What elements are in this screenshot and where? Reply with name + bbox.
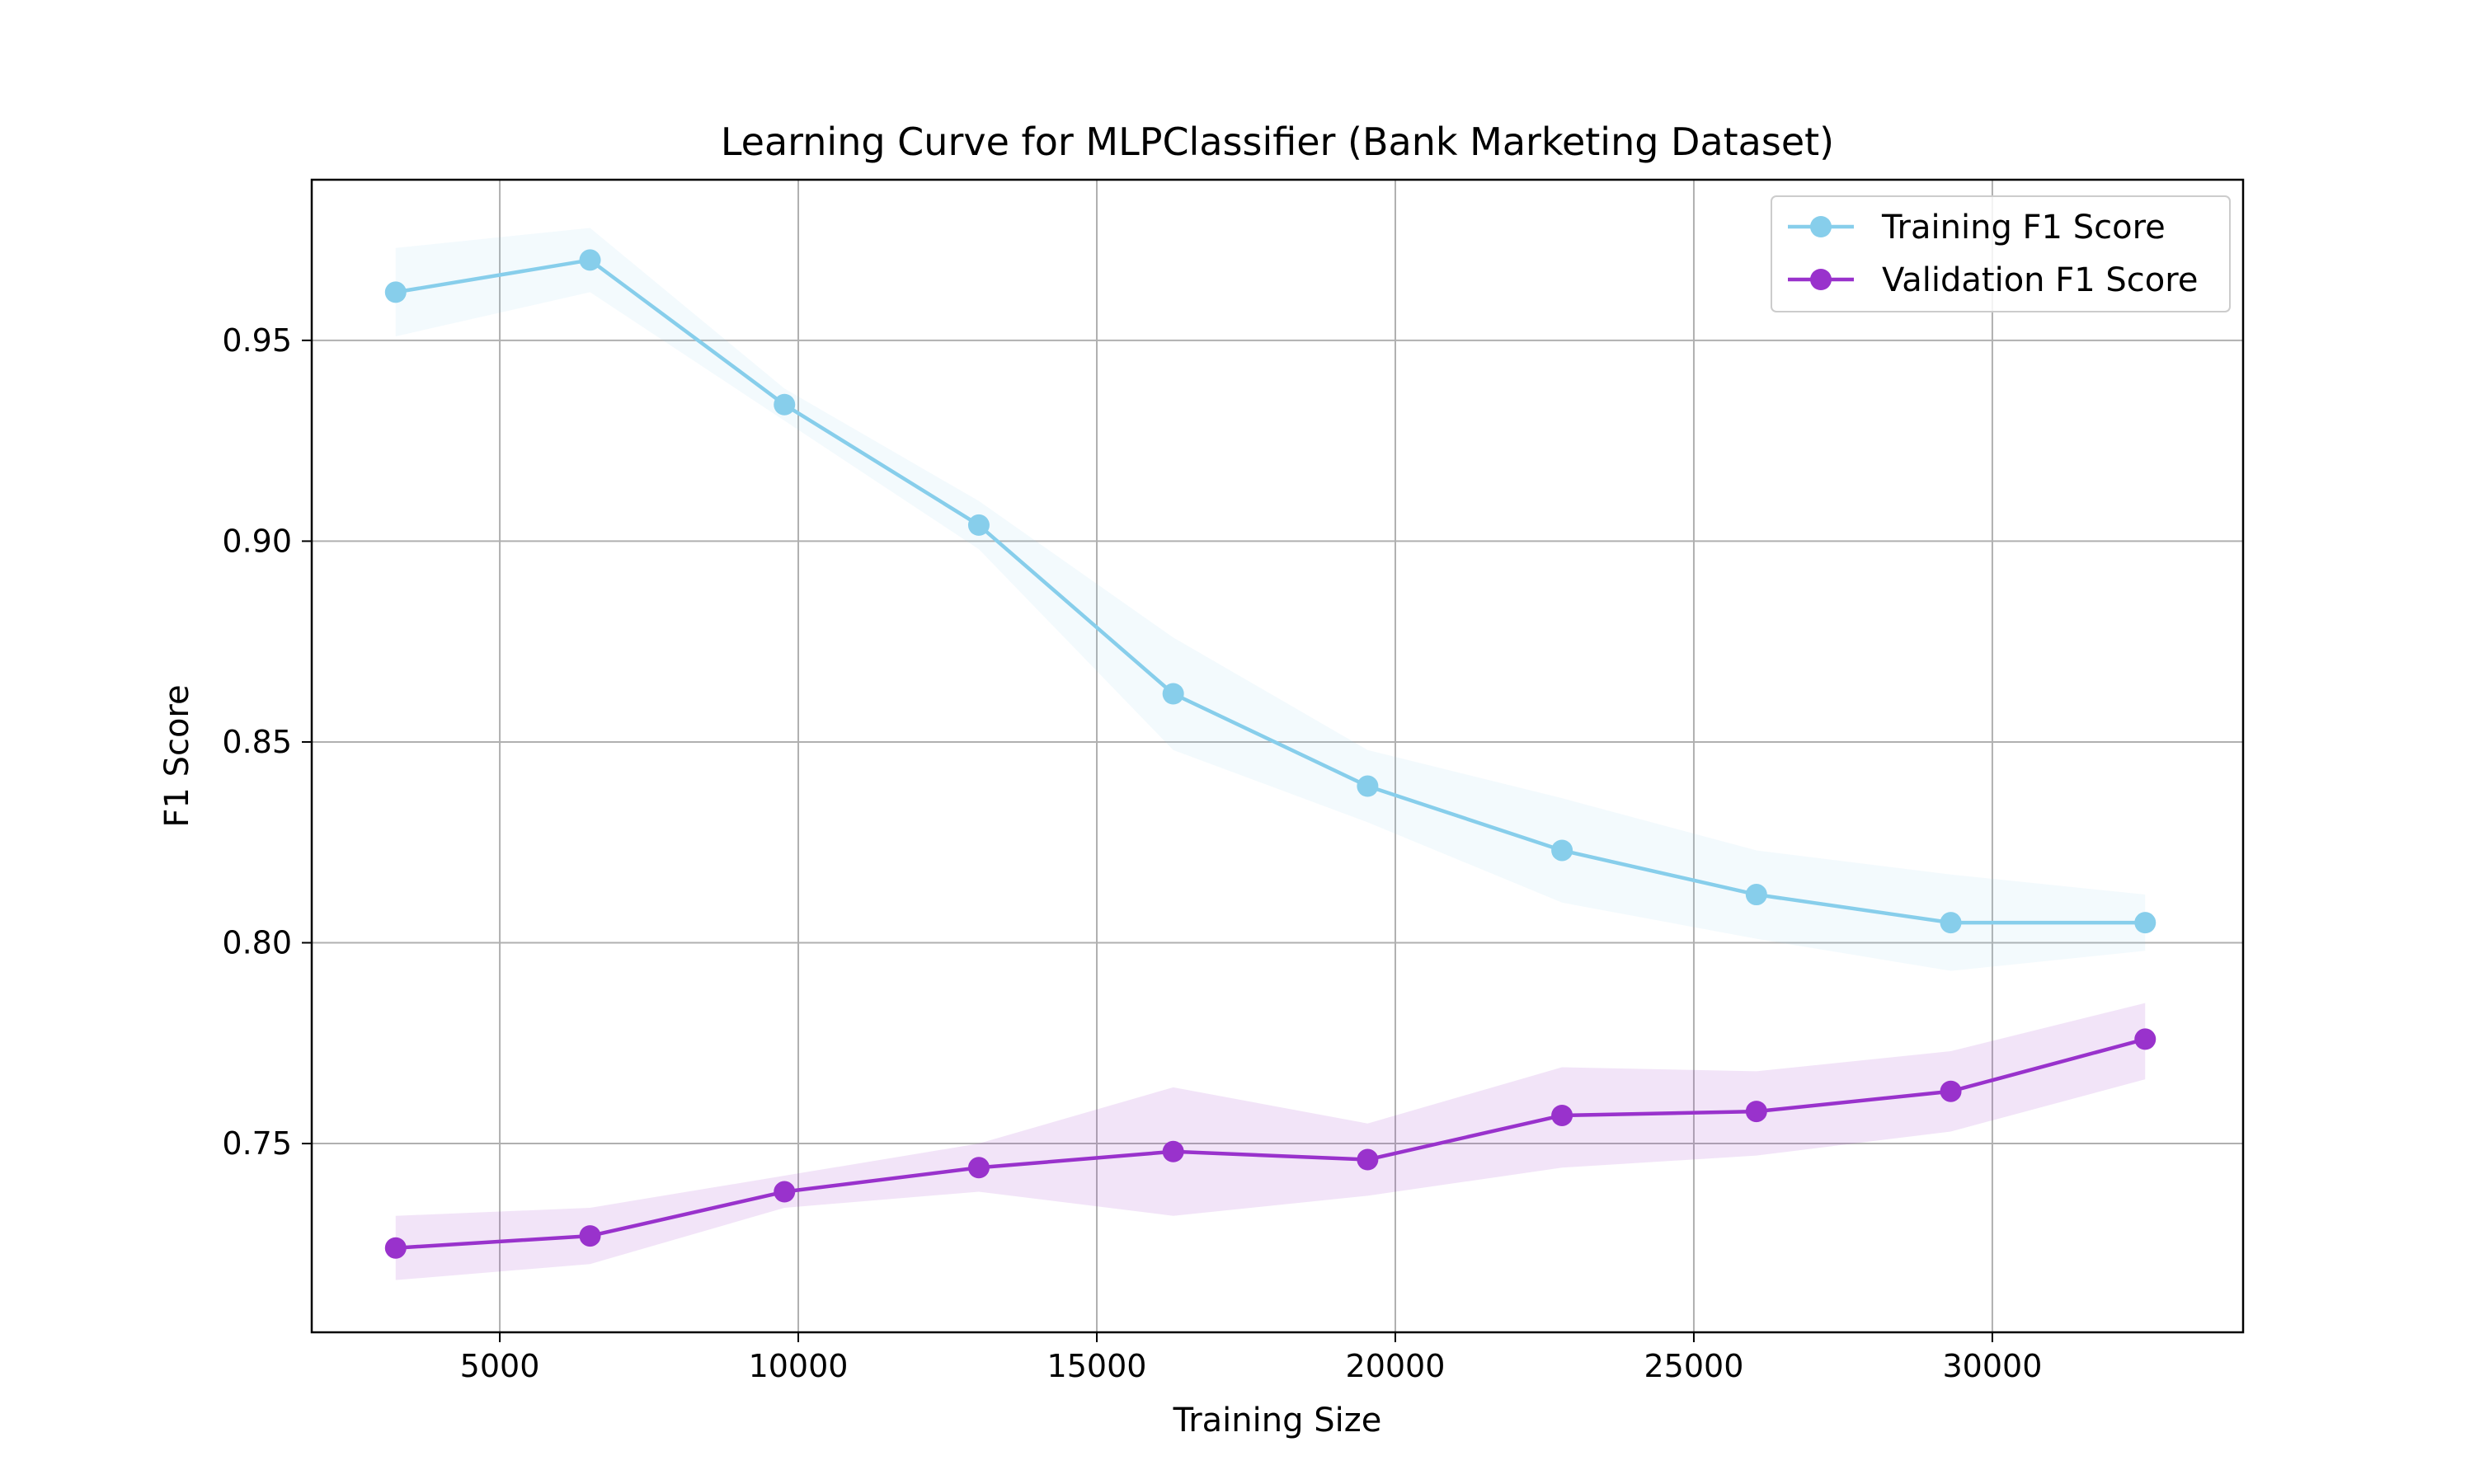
x-tick-label: 30000: [1942, 1348, 2042, 1384]
chart-title: Learning Curve for MLPClassifier (Bank M…: [721, 120, 1834, 164]
data-point: [2134, 912, 2157, 934]
x-tick-label: 20000: [1346, 1348, 1446, 1384]
confidence-band-1: [395, 1003, 2146, 1280]
data-point: [967, 514, 990, 536]
data-point: [1162, 1140, 1184, 1162]
x-tick-label: 10000: [749, 1348, 849, 1384]
data-point: [1551, 1104, 1573, 1126]
data-point: [1745, 1101, 1767, 1123]
data-point: [1551, 839, 1573, 862]
legend-label-0: Training F1 Score: [1881, 209, 2166, 247]
legend-label-1: Validation F1 Score: [1882, 261, 2198, 299]
x-tick-label: 5000: [460, 1348, 540, 1384]
data-point: [579, 1225, 601, 1247]
data-point: [774, 1181, 796, 1203]
plot-area-frame: [310, 178, 2245, 1334]
y-tick-label: 0.75: [222, 1125, 292, 1162]
data-point: [2134, 1028, 2157, 1050]
x-axis-ticks: 5000 10000 15000 20000 25000 30000: [460, 1332, 2042, 1384]
data-points: [384, 249, 2157, 1259]
y-tick-label: 0.95: [222, 322, 292, 359]
series-line-1: [395, 1037, 2146, 1250]
confidence-band-0: [395, 228, 2146, 971]
x-tick-label: 15000: [1047, 1348, 1147, 1384]
legend-box: [1771, 195, 2231, 312]
data-point: [1940, 912, 1962, 934]
legend: Training F1 Score Validation F1 Score: [1771, 195, 2231, 312]
legend-marker-1: [1810, 269, 1832, 290]
series-line-0: [395, 258, 2146, 925]
data-point: [1162, 683, 1184, 705]
series-lines: [395, 258, 2146, 1250]
data-point: [384, 1237, 407, 1259]
y-tick-label: 0.80: [222, 925, 292, 961]
y-axis-ticks: 0.75 0.80 0.85 0.90 0.95: [222, 322, 312, 1162]
data-point: [1357, 775, 1379, 797]
x-tick-label: 25000: [1644, 1348, 1744, 1384]
y-tick-label: 0.90: [222, 523, 292, 559]
data-point: [384, 281, 407, 303]
legend-marker-0: [1810, 216, 1832, 237]
y-tick-label: 0.85: [222, 724, 292, 760]
confidence-bands: [395, 228, 2146, 1280]
data-point: [579, 249, 601, 271]
y-axis-label: F1 Score: [158, 684, 196, 827]
data-point: [774, 393, 796, 416]
data-point: [1357, 1148, 1379, 1171]
data-point: [1940, 1080, 1962, 1102]
data-point: [967, 1157, 990, 1179]
data-point: [1745, 884, 1767, 906]
x-axis-label: Training Size: [1173, 1402, 1382, 1439]
